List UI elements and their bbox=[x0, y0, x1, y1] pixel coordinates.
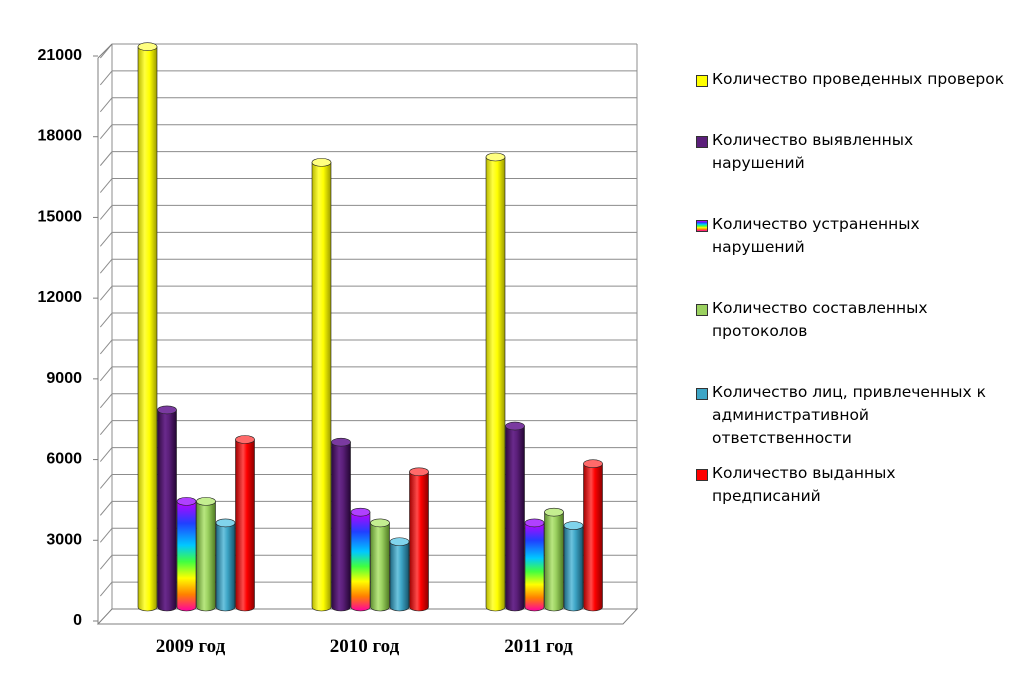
bar-body bbox=[331, 441, 351, 612]
bar-top bbox=[505, 421, 525, 431]
bar bbox=[583, 459, 603, 612]
bar bbox=[331, 437, 351, 612]
bar-top bbox=[544, 507, 564, 517]
legend-item: Количество лиц, привлеченных к администр… bbox=[696, 381, 1006, 450]
y-tick-label: 9000 bbox=[46, 370, 82, 387]
y-tick-label: 15000 bbox=[38, 208, 83, 225]
floor bbox=[96, 608, 639, 625]
bar-top bbox=[311, 158, 332, 167]
bar-body bbox=[215, 522, 236, 612]
legend-item: Количество устраненных нарушений bbox=[696, 213, 1006, 259]
bar-body bbox=[311, 162, 332, 612]
y-tick-label: 21000 bbox=[38, 47, 83, 64]
legend-item: Количество проведенных проверок bbox=[696, 68, 1006, 91]
legend-swatch bbox=[696, 220, 708, 232]
y-tick-label: 12000 bbox=[38, 289, 83, 306]
bar-top bbox=[350, 507, 371, 517]
legend-swatch bbox=[696, 469, 708, 481]
bar bbox=[157, 405, 177, 612]
bar-body bbox=[196, 501, 216, 612]
legend-label: Количество проведенных проверок bbox=[712, 70, 1005, 88]
bar-top bbox=[370, 518, 390, 528]
bar-body bbox=[235, 439, 255, 612]
legend-item: Количество составленных протоколов bbox=[696, 297, 1006, 343]
x-tick-label: 2011 год bbox=[504, 636, 573, 657]
bar-body bbox=[370, 522, 390, 612]
bar-top bbox=[331, 437, 351, 447]
bar-body bbox=[524, 522, 545, 612]
legend: Количество проведенных проверок Количеств… bbox=[696, 68, 1006, 508]
bar-top bbox=[389, 537, 410, 547]
legend-item: Количество выявленных нарушений bbox=[696, 129, 1006, 175]
bar bbox=[409, 467, 429, 612]
legend-item: Количество выданных предписаний bbox=[696, 462, 1006, 508]
bar-body bbox=[563, 525, 584, 612]
bar-top bbox=[196, 497, 216, 506]
legend-label: Количество составленных протоколов bbox=[712, 299, 928, 340]
bar-top bbox=[215, 518, 236, 528]
bar bbox=[485, 152, 506, 612]
bar-body bbox=[137, 46, 158, 612]
y-tick-label: 0 bbox=[73, 612, 82, 629]
bar-top bbox=[137, 42, 158, 51]
bar-body bbox=[485, 156, 506, 612]
bar bbox=[196, 497, 216, 612]
bar-top bbox=[563, 521, 584, 530]
legend-swatch bbox=[696, 304, 708, 316]
bar bbox=[215, 518, 236, 612]
bar-body bbox=[157, 409, 177, 612]
bar bbox=[563, 521, 584, 612]
y-tick-label: 6000 bbox=[46, 451, 82, 468]
bar-top bbox=[157, 405, 177, 415]
legend-swatch bbox=[696, 136, 708, 148]
bar bbox=[350, 507, 371, 612]
x-tick-label: 2010 год bbox=[330, 636, 400, 657]
legend-label: Количество устраненных нарушений bbox=[712, 215, 920, 256]
bar-top bbox=[524, 518, 545, 528]
bar bbox=[544, 507, 564, 612]
legend-swatch bbox=[696, 75, 708, 87]
bar bbox=[389, 537, 410, 612]
bar bbox=[524, 518, 545, 612]
legend-label: Количество выданных предписаний bbox=[712, 464, 896, 505]
y-tick-label: 18000 bbox=[38, 128, 83, 145]
bar-top bbox=[409, 467, 429, 477]
legend-label: Количество выявленных нарушений bbox=[712, 131, 914, 172]
bar-top bbox=[485, 152, 506, 162]
bar bbox=[311, 158, 332, 612]
bar-top bbox=[176, 497, 197, 506]
bar bbox=[176, 497, 197, 612]
legend-label: Количество лиц, привлеченных к администр… bbox=[712, 383, 986, 447]
legend-swatch bbox=[696, 388, 708, 400]
bar bbox=[370, 518, 390, 612]
y-tick-label: 3000 bbox=[46, 531, 82, 548]
bar bbox=[505, 421, 525, 612]
x-tick-label: 2009 год bbox=[156, 636, 226, 657]
bar-body bbox=[350, 511, 371, 612]
bar-body bbox=[544, 511, 564, 612]
bar-top bbox=[583, 459, 603, 469]
bar bbox=[235, 435, 255, 612]
bar-body bbox=[583, 463, 603, 612]
bar-body bbox=[389, 541, 410, 612]
bar bbox=[137, 42, 158, 612]
bar-top bbox=[235, 435, 255, 444]
bar-body bbox=[176, 501, 197, 612]
bar-body bbox=[505, 425, 525, 612]
bar-body bbox=[409, 471, 429, 612]
